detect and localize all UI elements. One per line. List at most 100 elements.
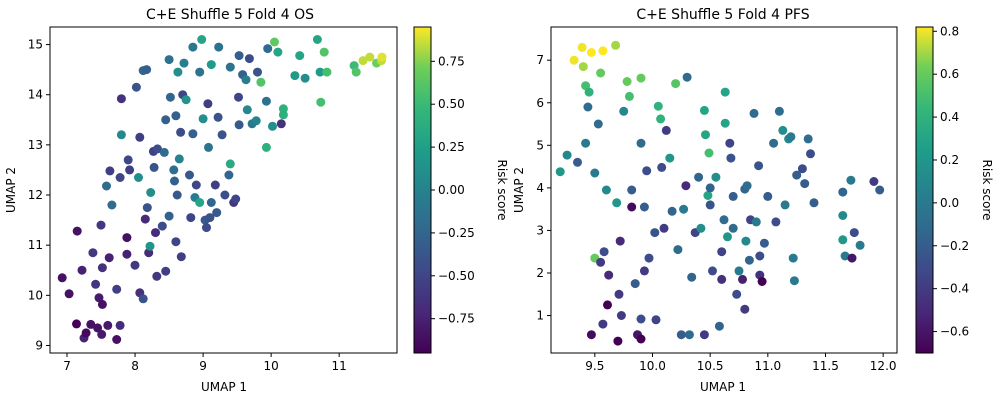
os-x-tick-label: 8 [131, 359, 139, 373]
pfs-data-point [598, 319, 608, 329]
pfs-data-point [583, 102, 593, 112]
os-y-tick-label: 15 [28, 38, 43, 52]
pfs-chart: C+E Shuffle 5 Fold 4 PFS 9.5 10.0 10.5 11.0… [512, 7, 994, 394]
os-data-point [244, 54, 254, 64]
pfs-data-point [665, 153, 675, 163]
pfs-data-point [696, 223, 706, 233]
pfs-data-point [619, 106, 629, 116]
os-data-point [91, 279, 101, 289]
pfs-data-point [622, 77, 632, 86]
os-data-point [231, 194, 241, 204]
pfs-data-point [728, 191, 738, 201]
pfs-data-point [612, 198, 622, 208]
os-data-point [351, 67, 361, 77]
pfs-data-point [611, 40, 621, 50]
os-data-point [242, 105, 252, 115]
os-data-point [145, 241, 155, 251]
os-colorbar-tick-label: 0.50 [438, 97, 465, 111]
pfs-data-point [604, 270, 614, 280]
os-data-point [203, 99, 213, 109]
os-data-point [149, 162, 159, 172]
os-data-point [365, 52, 375, 62]
os-data-point [171, 237, 181, 247]
pfs-x-tick-label: 11.5 [812, 359, 839, 373]
os-y-ticks: 9 10 11 12 13 14 15 [28, 38, 50, 352]
pfs-colorbar-ticks: 0.8 0.6 0.4 0.2 0.0 −0.2 −0.4 −0.6 [933, 24, 969, 339]
pfs-x-tick-label: 9.5 [585, 359, 604, 373]
pfs-data-point [590, 168, 600, 178]
pfs-data-point [596, 68, 606, 78]
pfs-y-tick-label: 7 [536, 53, 544, 67]
os-data-point [173, 67, 183, 77]
os-data-point [122, 233, 132, 243]
pfs-data-point [656, 114, 666, 124]
pfs-data-point [653, 101, 663, 111]
os-data-point [77, 265, 87, 275]
pfs-data-point [596, 257, 606, 267]
pfs-data-point [840, 251, 850, 261]
pfs-x-tick-label: 10.5 [697, 359, 724, 373]
pfs-data-point [720, 87, 730, 97]
os-data-point [316, 97, 326, 107]
os-data-point [225, 159, 235, 169]
os-data-point [220, 190, 230, 200]
os-data-point [161, 266, 171, 276]
os-data-point [377, 52, 387, 62]
os-chart-title: C+E Shuffle 5 Fold 4 OS [146, 7, 314, 23]
os-data-point [86, 319, 96, 329]
pfs-data-point [676, 330, 686, 340]
pfs-data-point [719, 215, 729, 225]
os-data-point [205, 213, 215, 223]
pfs-data-point [581, 138, 591, 148]
pfs-y-tick-label: 3 [536, 223, 544, 237]
pfs-data-point [699, 105, 709, 115]
os-y-tick-label: 14 [28, 88, 43, 102]
os-data-point [103, 320, 113, 330]
pfs-data-point [667, 206, 677, 216]
pfs-data-point [800, 179, 810, 189]
os-data-point [278, 104, 288, 114]
os-data-point [181, 95, 191, 105]
pfs-data-point [705, 200, 715, 210]
os-data-point [112, 284, 122, 294]
pfs-colorbar-tick-label: −0.4 [940, 282, 969, 296]
os-data-point [198, 114, 208, 124]
os-data-point [81, 328, 91, 338]
pfs-data-point [627, 202, 637, 212]
os-colorbar-tick-label: −0.25 [438, 226, 475, 240]
os-data-point [185, 170, 194, 180]
os-data-point [170, 176, 179, 186]
os-data-point [319, 47, 329, 57]
os-data-point [206, 60, 216, 70]
os-chart: C+E Shuffle 5 Fold 4 OS 7 8 9 10 11 9 10 11 12 1… [4, 7, 509, 394]
pfs-data-point [639, 266, 649, 276]
os-data-point [157, 221, 167, 231]
pfs-data-point [687, 272, 697, 282]
pfs-y-axis-label: UMAP 2 [512, 167, 526, 213]
pfs-data-point [701, 130, 710, 140]
os-colorbar-tick-label: −0.50 [438, 269, 475, 283]
os-data-point [134, 173, 143, 182]
pfs-colorbar-tick-label: 0.8 [940, 24, 959, 38]
pfs-data-point [771, 217, 781, 227]
pfs-chart-title: C+E Shuffle 5 Fold 4 PFS [636, 7, 809, 23]
os-data-point [234, 120, 244, 130]
os-colorbar [413, 26, 432, 354]
os-colorbar-tick-label: 0.75 [438, 54, 465, 68]
pfs-data-point [639, 202, 649, 212]
pfs-data-point [875, 185, 885, 195]
pfs-data-point [708, 266, 717, 276]
pfs-data-point [673, 245, 683, 255]
pfs-x-tick-label: 10.0 [639, 359, 666, 373]
pfs-data-point [578, 62, 588, 72]
os-data-point [263, 44, 273, 54]
os-data-point [204, 142, 213, 152]
pfs-data-point [681, 181, 691, 191]
os-data-point [116, 130, 126, 140]
os-data-point [165, 92, 175, 102]
pfs-data-point [740, 304, 750, 314]
pfs-data-point [778, 125, 788, 135]
pfs-data-point [717, 247, 727, 257]
pfs-data-point [586, 330, 596, 340]
pfs-data-point [584, 87, 594, 97]
